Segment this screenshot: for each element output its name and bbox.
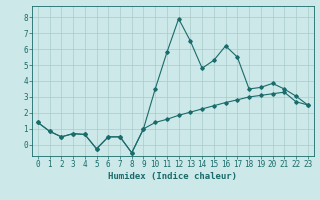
X-axis label: Humidex (Indice chaleur): Humidex (Indice chaleur) — [108, 172, 237, 181]
